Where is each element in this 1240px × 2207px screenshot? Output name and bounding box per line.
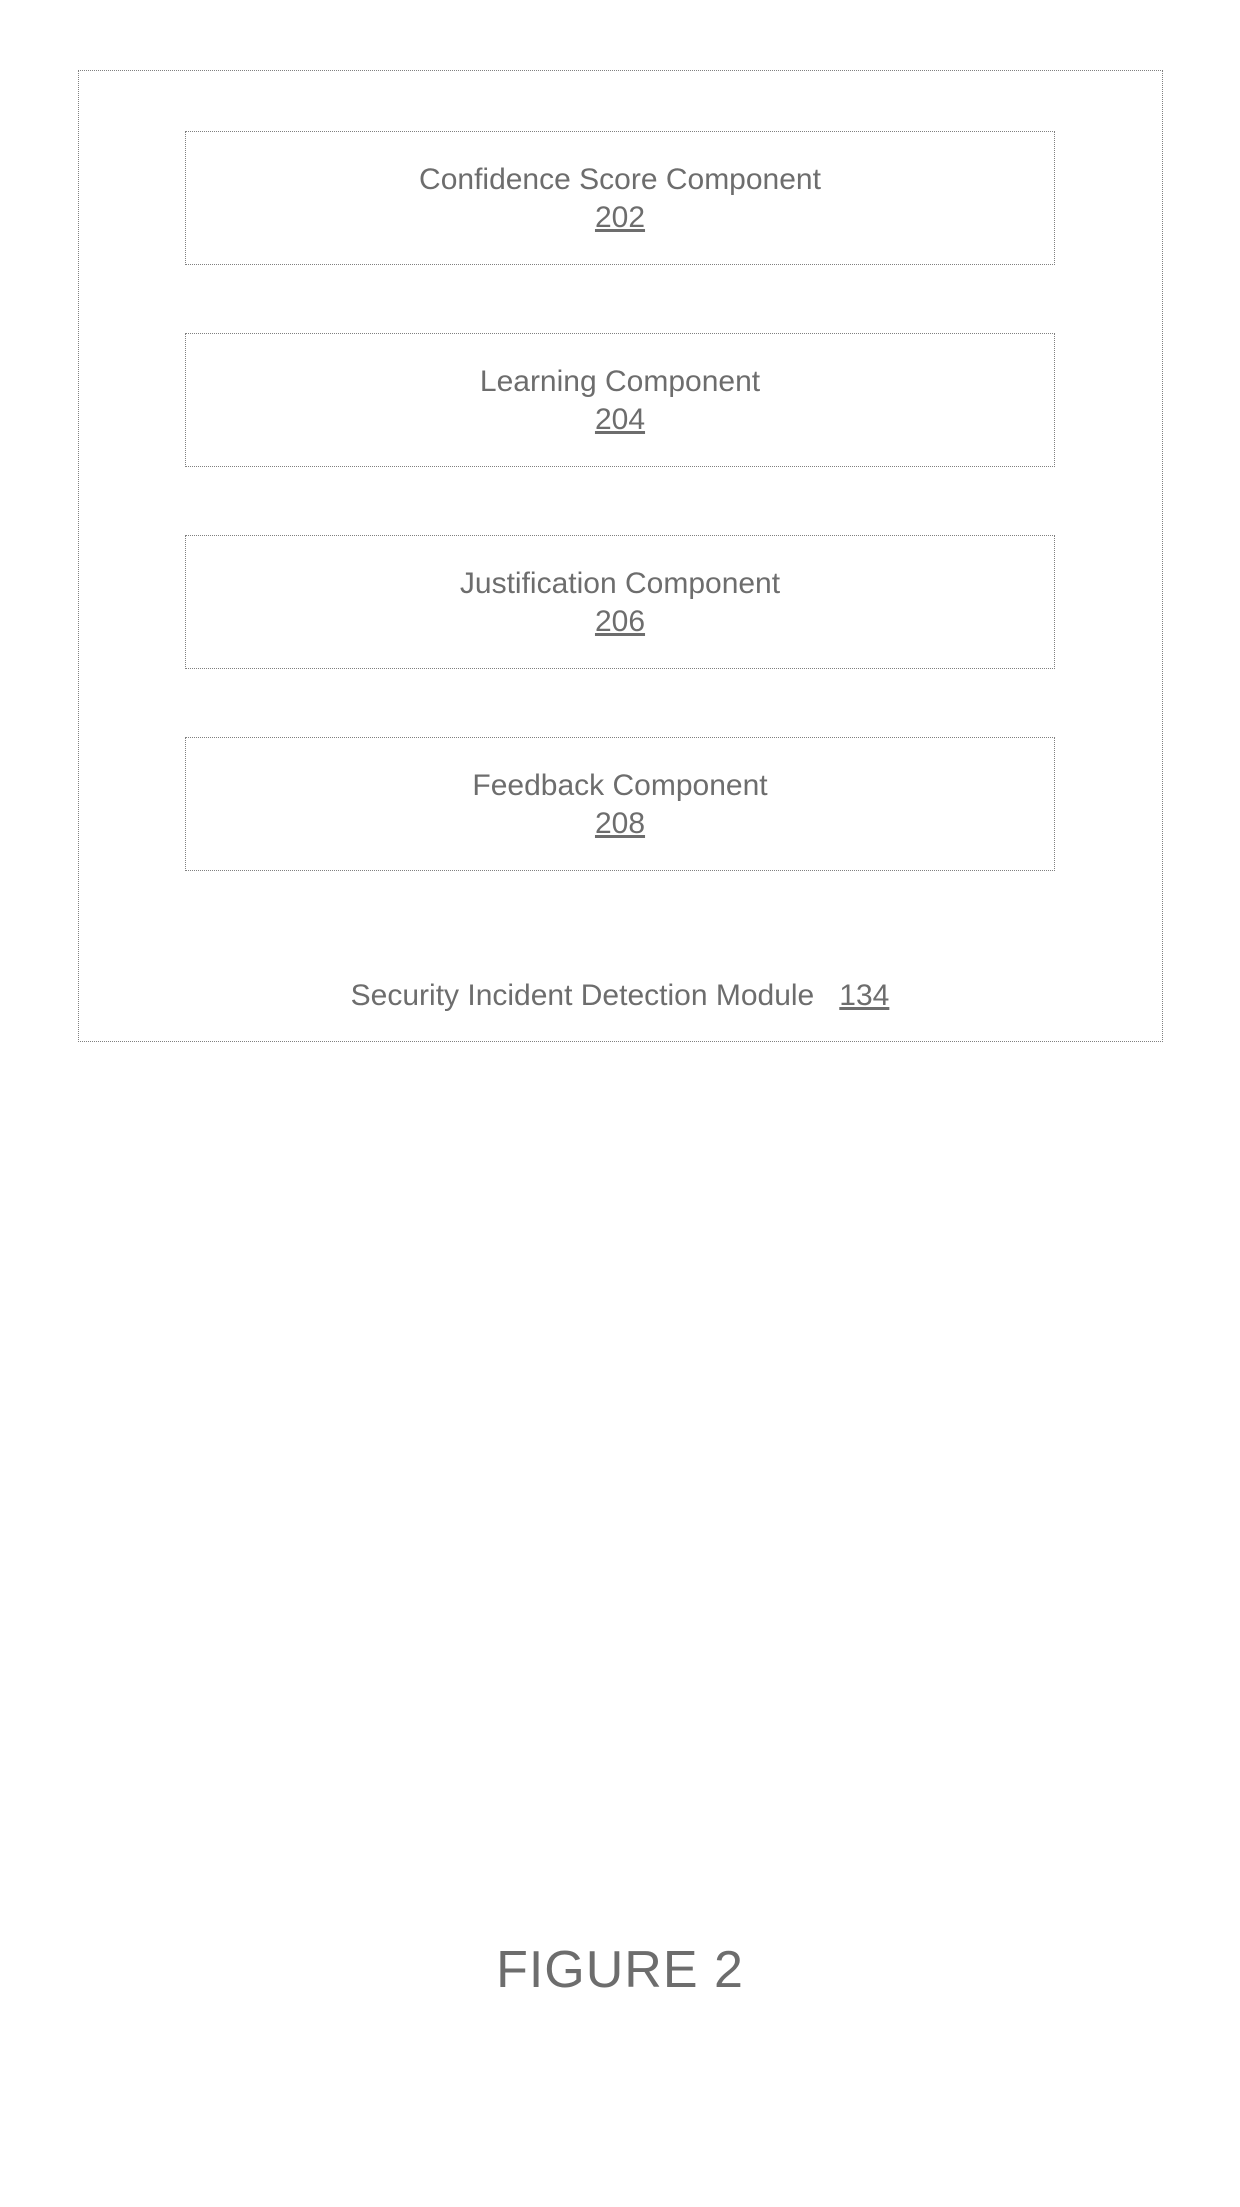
module-box: Confidence Score Component 202 Learning … (78, 70, 1163, 1042)
component-justification: Justification Component 206 (185, 535, 1055, 669)
module-label: Security Incident Detection Module 134 (79, 979, 1162, 1013)
component-title: Learning Component (480, 363, 760, 401)
figure-caption: FIGURE 2 (0, 1940, 1240, 2000)
component-ref: 208 (595, 807, 645, 841)
component-title: Feedback Component (472, 767, 767, 805)
component-ref: 204 (595, 403, 645, 437)
component-learning: Learning Component 204 (185, 333, 1055, 467)
module-label-text: Security Incident Detection Module (351, 979, 815, 1012)
component-ref: 202 (595, 201, 645, 235)
page: Confidence Score Component 202 Learning … (0, 0, 1240, 2207)
module-label-ref: 134 (839, 979, 889, 1012)
component-confidence-score: Confidence Score Component 202 (185, 131, 1055, 265)
component-ref: 206 (595, 605, 645, 639)
component-title: Justification Component (460, 565, 780, 603)
component-feedback: Feedback Component 208 (185, 737, 1055, 871)
component-title: Confidence Score Component (419, 161, 821, 199)
